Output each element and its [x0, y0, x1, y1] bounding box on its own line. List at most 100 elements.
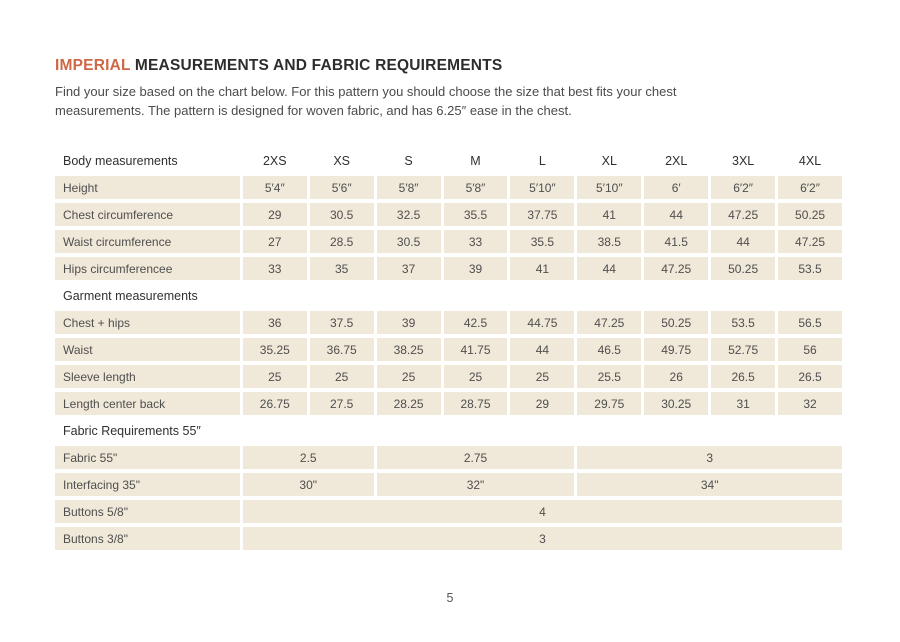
value-cell: 41.5	[644, 230, 709, 253]
value-cell: 5′10″	[510, 176, 575, 199]
value-cell: 35.5	[443, 203, 508, 226]
column-header-size: 2XL	[665, 153, 688, 168]
value-cell: 5′6″	[309, 176, 374, 199]
value-cell: 2.75	[376, 446, 575, 469]
value-cell: 44.75	[510, 311, 575, 334]
value-cell: 28.5	[309, 230, 374, 253]
value-cell: 6′	[644, 176, 709, 199]
value-cell: 53.5	[778, 257, 842, 280]
value-cell: 25.5	[577, 365, 642, 388]
page-title: IMPERIAL MEASUREMENTS AND FABRIC REQUIRE…	[55, 57, 845, 75]
table-row: Chest + hips 36 37.5 39 42.5 44.75 47.25 50.25 5…	[55, 311, 842, 334]
value-cell: 30.5	[309, 203, 374, 226]
value-cell: 33	[443, 230, 508, 253]
section-header: Garment measurements	[63, 288, 198, 303]
value-cell: 50.25	[778, 203, 842, 226]
value-cell: 29.75	[577, 392, 642, 415]
row-label: Height	[55, 176, 240, 199]
value-cell: 36.75	[309, 338, 374, 361]
value-cell: 42.5	[443, 311, 508, 334]
table-row: Interfacing 35" 30" 32" 34"	[55, 473, 842, 496]
value-cell: 47.25	[577, 311, 642, 334]
value-cell: 25	[242, 365, 307, 388]
row-label: Sleeve length	[55, 365, 240, 388]
row-label: Interfacing 35"	[55, 473, 240, 496]
table-row: Length center back 26.75 27.5 28.25 28.75 29 2…	[55, 392, 842, 415]
value-cell: 41	[510, 257, 575, 280]
value-cell: 25	[376, 365, 441, 388]
value-cell: 41	[577, 203, 642, 226]
value-cell: 26.5	[778, 365, 842, 388]
column-header-size: XS	[333, 153, 351, 168]
value-cell: 6′2″	[711, 176, 776, 199]
table-row: Hips circumferencee 33 35 37 39 41 44 47.25 50.2…	[55, 257, 842, 280]
intro-text: Find your size based on the chart below.…	[55, 82, 845, 120]
value-cell: 47.25	[711, 203, 776, 226]
column-header-size: L	[538, 153, 546, 168]
value-cell: 3	[577, 446, 842, 469]
table-row: Buttons 3/8" 3	[55, 527, 842, 550]
value-cell: 37.75	[510, 203, 575, 226]
value-cell: 44	[711, 230, 776, 253]
value-cell: 31	[711, 392, 776, 415]
column-header-size: XL	[601, 153, 617, 168]
page-number: 5	[446, 591, 454, 605]
value-cell: 49.75	[644, 338, 709, 361]
value-cell: 52.75	[711, 338, 776, 361]
value-cell: 2.5	[242, 446, 374, 469]
value-cell: 5′8″	[443, 176, 508, 199]
table-row: Fabric 55" 2.5 2.75 3	[55, 446, 842, 469]
row-label: Waist	[55, 338, 240, 361]
value-cell: 25	[510, 365, 575, 388]
section-header: Fabric Requirements 55″	[63, 423, 201, 438]
value-cell: 35	[309, 257, 374, 280]
table-row: Buttons 5/8" 4	[55, 500, 842, 523]
table-row: Height 5′4″ 5′6″ 5′8″ 5′8″ 5′10″ 5′10″ 6′ 6′2″ 6′…	[55, 176, 842, 199]
value-cell: 47.25	[778, 230, 842, 253]
value-cell: 30.25	[644, 392, 709, 415]
value-cell: 32	[778, 392, 842, 415]
size-table: Body measurements 2XS XS S M L XL 2XL 3XL 4XL Heig…	[52, 145, 845, 554]
intro-line-1: Find your size based on the chart below.…	[55, 84, 677, 99]
value-cell: 5′8″	[376, 176, 441, 199]
row-label: Fabric 55"	[55, 446, 240, 469]
value-cell: 46.5	[577, 338, 642, 361]
value-cell: 29	[242, 203, 307, 226]
column-header-size: 2XS	[262, 153, 287, 168]
value-cell: 34"	[577, 473, 842, 496]
column-header-label: Body measurements	[63, 153, 178, 168]
value-cell: 25	[309, 365, 374, 388]
value-cell: 50.25	[711, 257, 776, 280]
value-cell: 26.75	[242, 392, 307, 415]
section-header-row: Garment measurements	[55, 284, 842, 307]
value-cell: 39	[443, 257, 508, 280]
value-cell: 27.5	[309, 392, 374, 415]
value-cell: 32"	[376, 473, 575, 496]
table-row: Waist circumference 27 28.5 30.5 33 35.5 38.5 4…	[55, 230, 842, 253]
row-label: Length center back	[55, 392, 240, 415]
column-header-size: S	[404, 153, 413, 168]
value-cell: 5′4″	[242, 176, 307, 199]
value-cell: 5′10″	[577, 176, 642, 199]
row-label: Buttons 3/8"	[55, 527, 240, 550]
value-cell: 29	[510, 392, 575, 415]
value-cell: 30.5	[376, 230, 441, 253]
value-cell: 36	[242, 311, 307, 334]
value-cell: 26.5	[711, 365, 776, 388]
value-cell: 4	[242, 500, 842, 523]
value-cell: 28.25	[376, 392, 441, 415]
value-cell: 27	[242, 230, 307, 253]
value-cell: 33	[242, 257, 307, 280]
title-rest: MEASUREMENTS AND FABRIC REQUIREMENTS	[134, 57, 503, 74]
table-row: Sleeve length 25 25 25 25 25 25.5 26 26.5 26.5	[55, 365, 842, 388]
value-cell: 32.5	[376, 203, 441, 226]
row-label: Hips circumferencee	[55, 257, 240, 280]
row-label: Waist circumference	[55, 230, 240, 253]
value-cell: 56	[778, 338, 842, 361]
value-cell: 38.5	[577, 230, 642, 253]
value-cell: 41.75	[443, 338, 508, 361]
table-row: Waist 35.25 36.75 38.25 41.75 44 46.5 49.75 52.7…	[55, 338, 842, 361]
value-cell: 56.5	[778, 311, 842, 334]
value-cell: 44	[577, 257, 642, 280]
value-cell: 25	[443, 365, 508, 388]
